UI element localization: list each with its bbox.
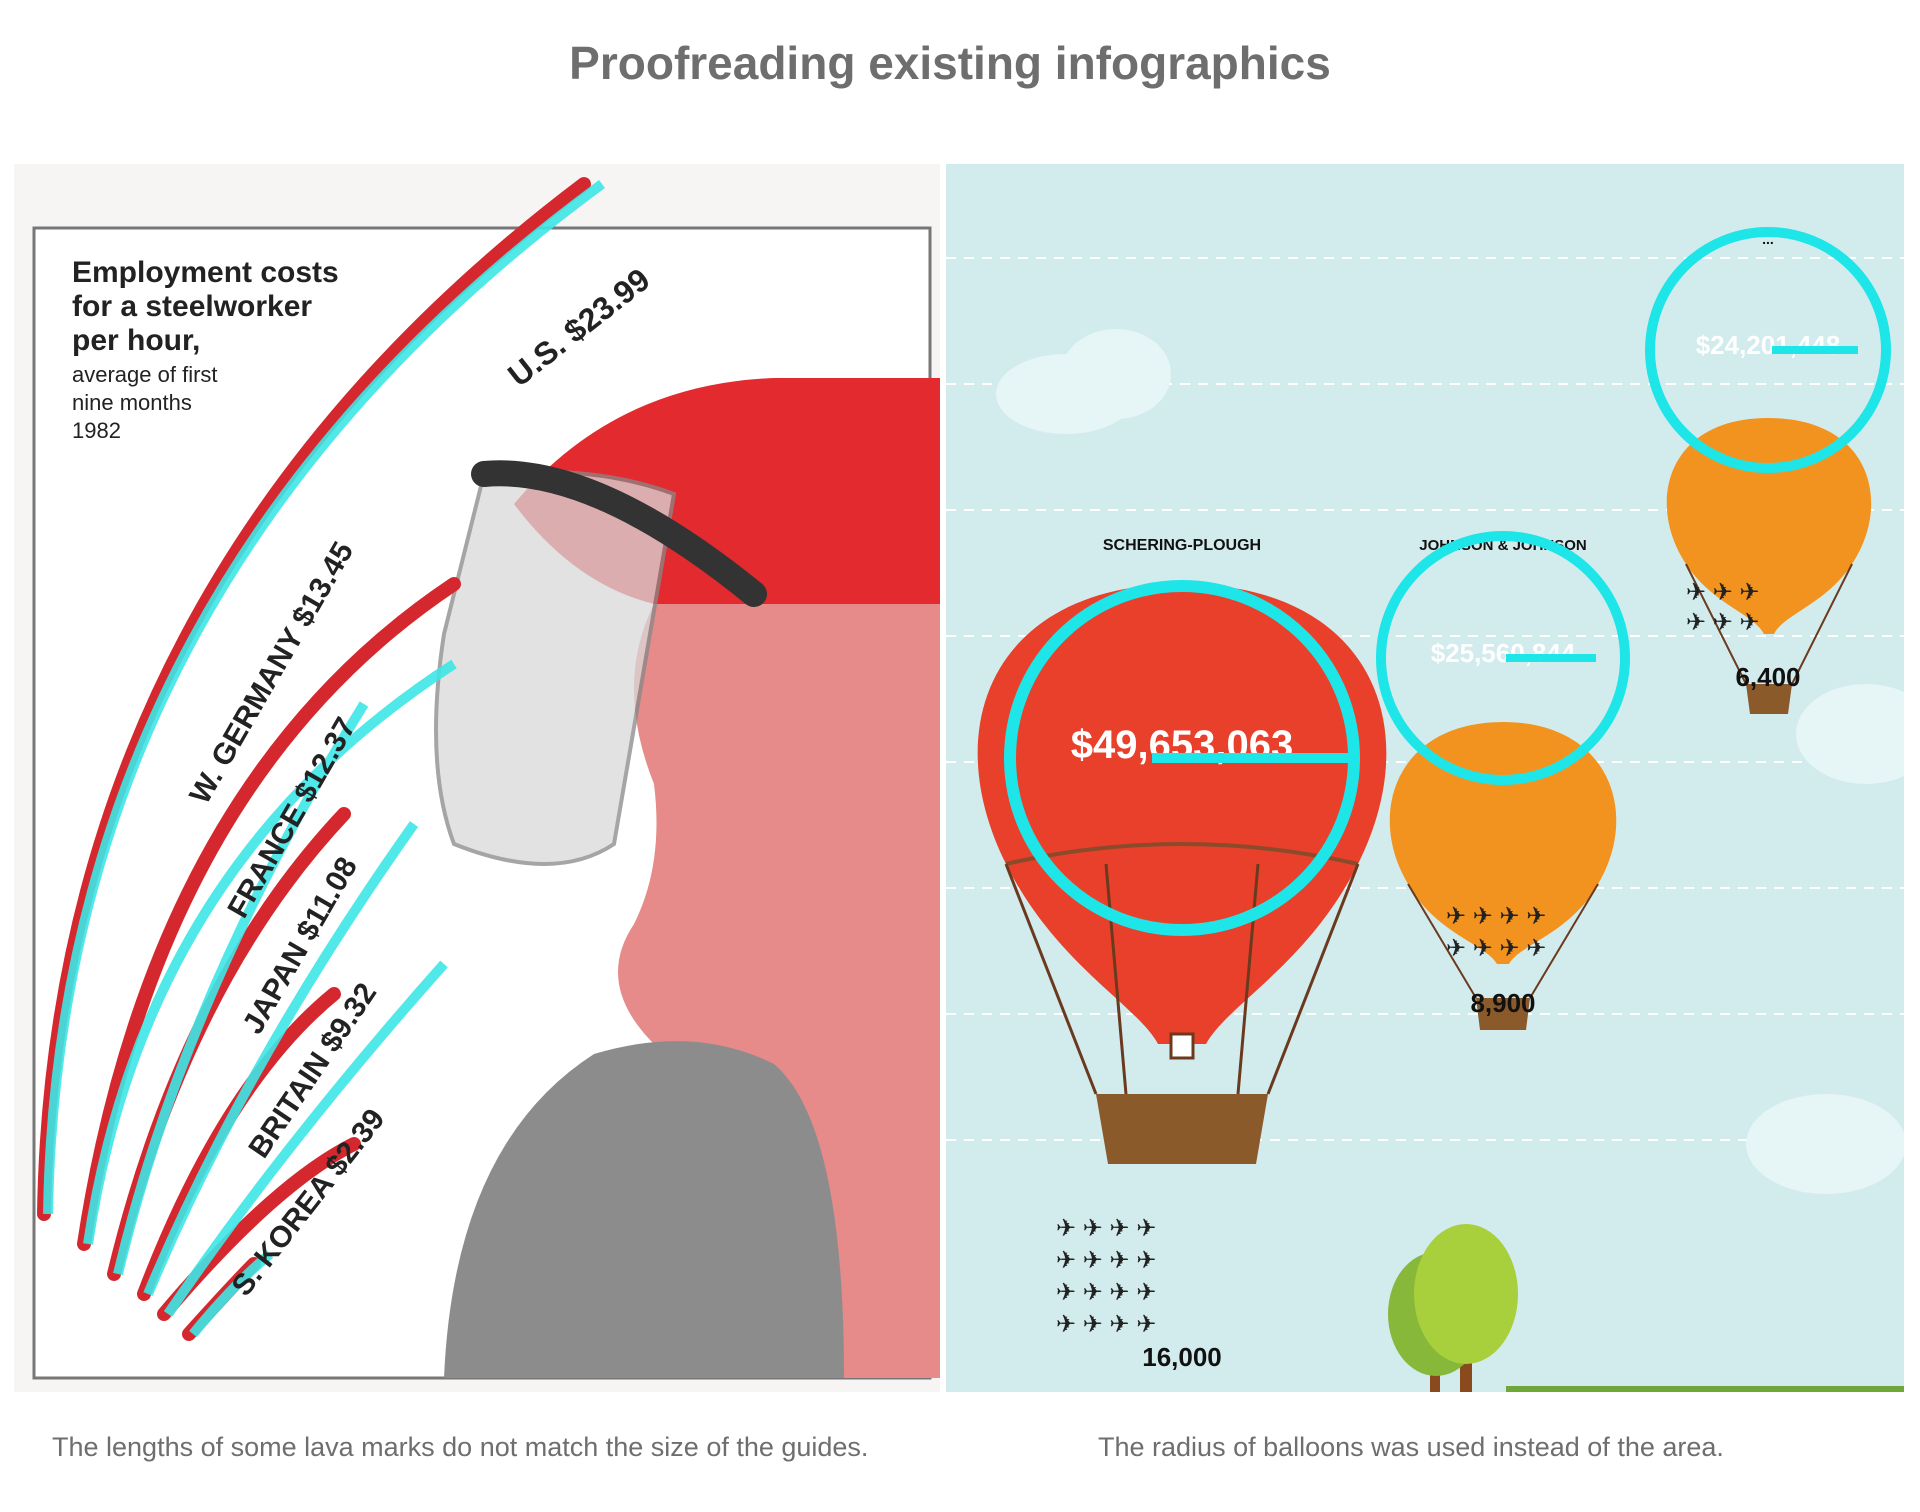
balloon-third-company: ...	[1762, 231, 1774, 247]
heading-line-3: per hour,	[72, 324, 200, 357]
guide-france	[113, 701, 369, 1276]
plane-icon: ✈ ✈ ✈ ✈	[1446, 935, 1546, 962]
balloon-third-amount: $24,201,448	[1696, 330, 1841, 360]
balloon-johnson-basket	[1476, 998, 1530, 1030]
balloon-johnson-amount: $25,560,844	[1431, 638, 1576, 668]
balloon-third-envelope	[1666, 418, 1872, 634]
heading-line-5: nine months	[72, 390, 192, 415]
balloon-johnson: JOHNSON & JOHNSON $25,560,844 8,900	[1376, 531, 1630, 1030]
guide-us	[43, 179, 605, 1215]
balloon-schering: SCHERING-PLOUGH $49,653,063 16,000	[977, 537, 1387, 1372]
balloon-third-count: 6,400	[1735, 662, 1800, 692]
balloon-johnson-count: 8,900	[1470, 988, 1535, 1018]
right-caption: The radius of balloons was used instead …	[1098, 1432, 1724, 1462]
ground-line	[1506, 1386, 1904, 1392]
plane-icon: ✈ ✈ ✈ ✈	[1056, 1247, 1156, 1274]
steelworker-illustration: Employment costs for a steelworker per h…	[32, 177, 940, 1380]
plane-icon: ✈ ✈ ✈ ✈	[1056, 1311, 1156, 1338]
plane-icon: ✈ ✈ ✈ ✈	[1056, 1215, 1156, 1242]
balloon-johnson-envelope	[1389, 722, 1617, 964]
guide-korea	[189, 1250, 274, 1338]
visor-shape	[434, 469, 677, 866]
guide-japan	[143, 821, 419, 1296]
balloon-illustration: SCHERING-PLOUGH $49,653,063 16,000 JOHNS…	[946, 227, 1904, 1392]
guide-britain	[163, 960, 448, 1317]
trees	[1388, 1224, 1518, 1392]
guide-germany	[83, 659, 457, 1245]
visor-strap	[471, 460, 767, 607]
plane-icon: ✈ ✈ ✈ ✈	[1446, 903, 1546, 930]
plane-icon: ✈ ✈ ✈	[1686, 609, 1760, 636]
balloon-schering-company: SCHERING-PLOUGH	[1103, 537, 1261, 554]
plane-icons: ✈ ✈ ✈ ✈ ✈ ✈ ✈ ✈ ✈ ✈ ✈ ✈ ✈ ✈ ✈ ✈ ✈ ✈ ✈ ✈ …	[1056, 579, 1760, 1338]
page-title: Proofreading existing infographics	[569, 37, 1331, 89]
heading-line-6: 1982	[72, 418, 121, 443]
plane-icon: ✈ ✈ ✈ ✈	[1056, 1279, 1156, 1306]
balloon-schering-basket	[1096, 1094, 1268, 1164]
lava-mark-germany	[77, 577, 461, 1251]
balloon-third: ... $24,201,448 6,400	[1645, 227, 1891, 714]
balloon-third-basket	[1746, 684, 1792, 714]
radius-guide-johnson	[1376, 531, 1630, 785]
heading-line-1: Employment costs	[72, 256, 339, 289]
clouds	[996, 329, 1904, 1194]
shoulder-shape	[444, 1041, 844, 1378]
length-guides	[43, 179, 605, 1338]
left-caption: The lengths of some lava marks do not ma…	[52, 1432, 869, 1462]
steelworker-infographic: Employment costs for a steelworker per h…	[14, 164, 940, 1392]
balloon-schering-count: 16,000	[1142, 1342, 1222, 1372]
balloon-infographic: SCHERING-PLOUGH $49,653,063 16,000 JOHNS…	[946, 164, 1904, 1392]
radius-guide-third	[1645, 227, 1891, 473]
balloon-schering-envelope	[977, 584, 1387, 1044]
heading-line-4: average of first	[72, 362, 218, 387]
plane-icon: ✈ ✈ ✈	[1686, 579, 1760, 606]
heading-line-2: for a steelworker	[72, 290, 312, 323]
